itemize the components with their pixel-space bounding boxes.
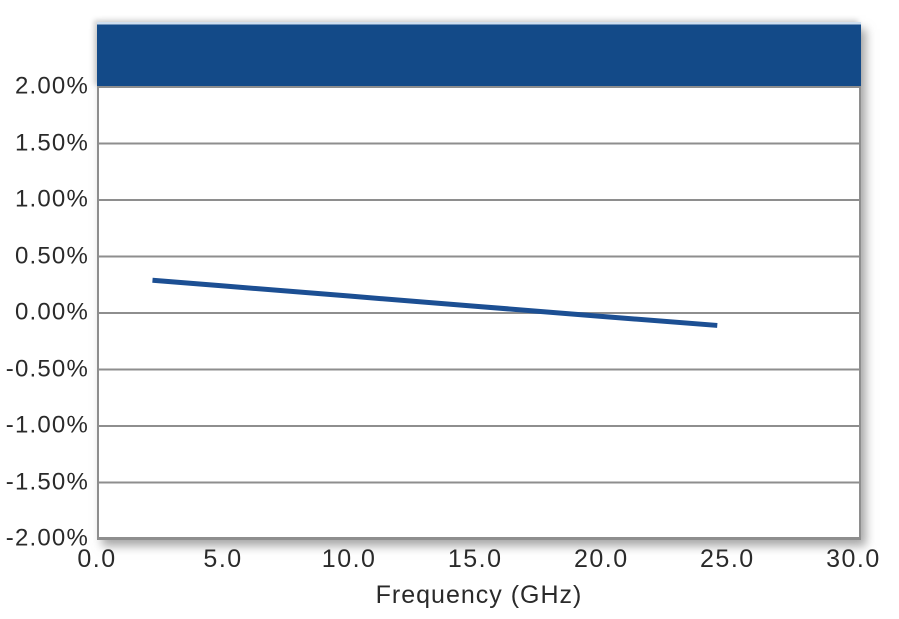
y-tick-label: -1.50% [5, 467, 89, 495]
grid-area [97, 87, 861, 539]
y-tick-label: 0.00% [14, 298, 89, 326]
y-tick-label: 2.00% [14, 72, 89, 100]
x-tick-label: 25.0 [700, 545, 755, 573]
y-tick-label: 1.50% [14, 128, 89, 156]
y-tick-label: -2.00% [5, 524, 89, 552]
y-axis-tick-labels: 2.00% 1.50% 1.00% 0.50% 0.00% -0.50% -1.00% -1.… [0, 0, 89, 619]
y-tick-label: 1.00% [14, 185, 89, 213]
x-tick-label: 30.0 [826, 545, 881, 573]
x-tick-label: 5.0 [203, 545, 243, 573]
x-tick-label: 15.0 [447, 545, 503, 573]
header-band [97, 22, 861, 87]
x-tick-label: 0.0 [77, 545, 117, 573]
plot-area [97, 22, 861, 539]
y-tick-label: 0.50% [14, 241, 89, 269]
x-axis-title: Frequency (GHz) [375, 581, 583, 609]
x-tick-label: 10.0 [321, 545, 377, 573]
y-tick-label: -1.00% [5, 411, 89, 439]
y-tick-label: -0.50% [5, 354, 89, 382]
x-tick-label: 20.0 [573, 545, 629, 573]
